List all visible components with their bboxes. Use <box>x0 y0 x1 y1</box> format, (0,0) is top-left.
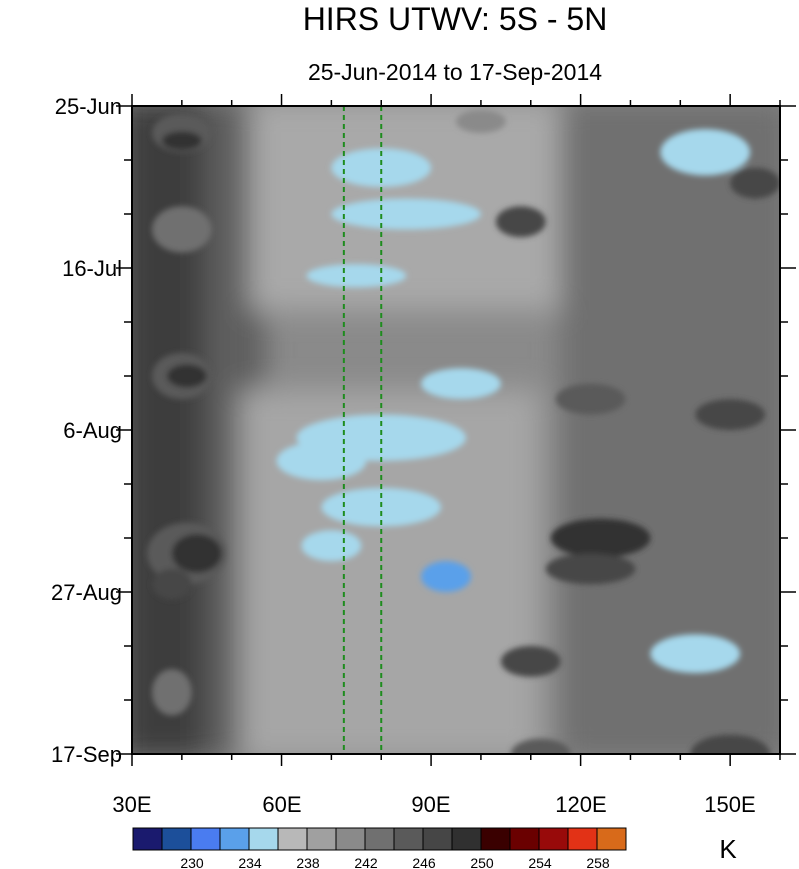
contour-feature-9 <box>495 206 546 238</box>
colorbar-cell-16 <box>596 827 627 851</box>
colorbar-cell-10 <box>422 827 453 851</box>
contour-feature-20 <box>331 198 481 230</box>
colorbar-cell-15 <box>567 827 598 851</box>
colorbar-cell-11 <box>451 827 482 851</box>
colorbar-cell-1 <box>161 827 192 851</box>
colorbar-label-246: 246 <box>412 855 436 869</box>
colorbar-label-250: 250 <box>470 855 494 869</box>
colorbar-cell-4 <box>248 827 279 851</box>
y-tick-label-27-aug: 27-Aug <box>51 580 122 605</box>
colorbar <box>132 827 627 851</box>
contour-feature-29 <box>660 129 751 176</box>
colorbar-label-234: 234 <box>238 855 262 869</box>
contour-feature-18 <box>456 109 506 133</box>
y-tick-label-25-jun: 25-Jun <box>55 94 122 119</box>
contour-feature-11 <box>550 518 651 558</box>
contour-feature-8 <box>151 669 192 716</box>
chart-subtitle: 25-Jun-2014 to 17-Sep-2014 <box>308 59 602 85</box>
x-tick-label-30: 30E <box>112 792 151 817</box>
colorbar-label-254: 254 <box>528 855 552 869</box>
contour-feature-16 <box>510 738 571 754</box>
contour-feature-4 <box>166 364 207 388</box>
contour-feature-21 <box>306 264 407 288</box>
contour-feature-28 <box>650 634 741 673</box>
contour-feature-14 <box>695 399 766 431</box>
contour-feature-15 <box>690 734 771 754</box>
y-tick-label-16-jul: 16-Jul <box>62 256 122 281</box>
contour-feature-6 <box>171 534 222 573</box>
colorbar-unit-label: K <box>719 834 737 864</box>
contour-feature-7 <box>151 568 192 600</box>
contour-feature-10 <box>555 383 626 415</box>
plot-area <box>132 106 780 754</box>
colorbar-cell-0 <box>132 827 163 851</box>
colorbar-cell-12 <box>480 827 511 851</box>
axis-ticks <box>116 94 796 766</box>
x-tick-label-60: 60E <box>262 792 301 817</box>
y-tick-label-6-aug: 6-Aug <box>63 418 122 443</box>
colorbar-cell-13 <box>509 827 540 851</box>
colorbar-label-230: 230 <box>180 855 204 869</box>
colorbar-cell-8 <box>364 827 395 851</box>
x-tick-label-90: 90E <box>411 792 450 817</box>
contour-feature-17 <box>730 167 780 199</box>
colorbar-cell-2 <box>190 827 221 851</box>
reference-lines <box>342 106 383 754</box>
contour-feature-12 <box>545 553 636 585</box>
contour-feature-24 <box>276 441 367 481</box>
colorbar-label-238: 238 <box>296 855 320 869</box>
colorbar-cell-6 <box>306 827 337 851</box>
contour-feature-1 <box>161 131 202 150</box>
background-bands <box>132 106 780 754</box>
colorbar-cell-14 <box>538 827 569 851</box>
contour-feature-2 <box>151 206 212 253</box>
x-tick-label-120: 120E <box>555 792 606 817</box>
contour-feature-22 <box>421 368 501 400</box>
contour-feature-27 <box>301 530 362 562</box>
colorbar-label-242: 242 <box>354 855 378 869</box>
contour-feature-13 <box>500 646 561 677</box>
contour-feature-26 <box>421 561 471 592</box>
x-tick-label-150: 150E <box>704 792 755 817</box>
colorbar-cell-5 <box>277 827 308 851</box>
colorbar-cell-7 <box>335 827 366 851</box>
colorbar-label-258: 258 <box>586 855 610 869</box>
colorbar-cell-3 <box>219 827 250 851</box>
contour-feature-25 <box>321 487 442 527</box>
contour-features <box>146 109 780 754</box>
chart-title: HIRS UTWV: 5S - 5N <box>303 1 608 37</box>
colorbar-cell-9 <box>393 827 424 851</box>
contour-feature-19 <box>331 148 432 187</box>
y-tick-label-17-sep: 17-Sep <box>51 742 122 767</box>
